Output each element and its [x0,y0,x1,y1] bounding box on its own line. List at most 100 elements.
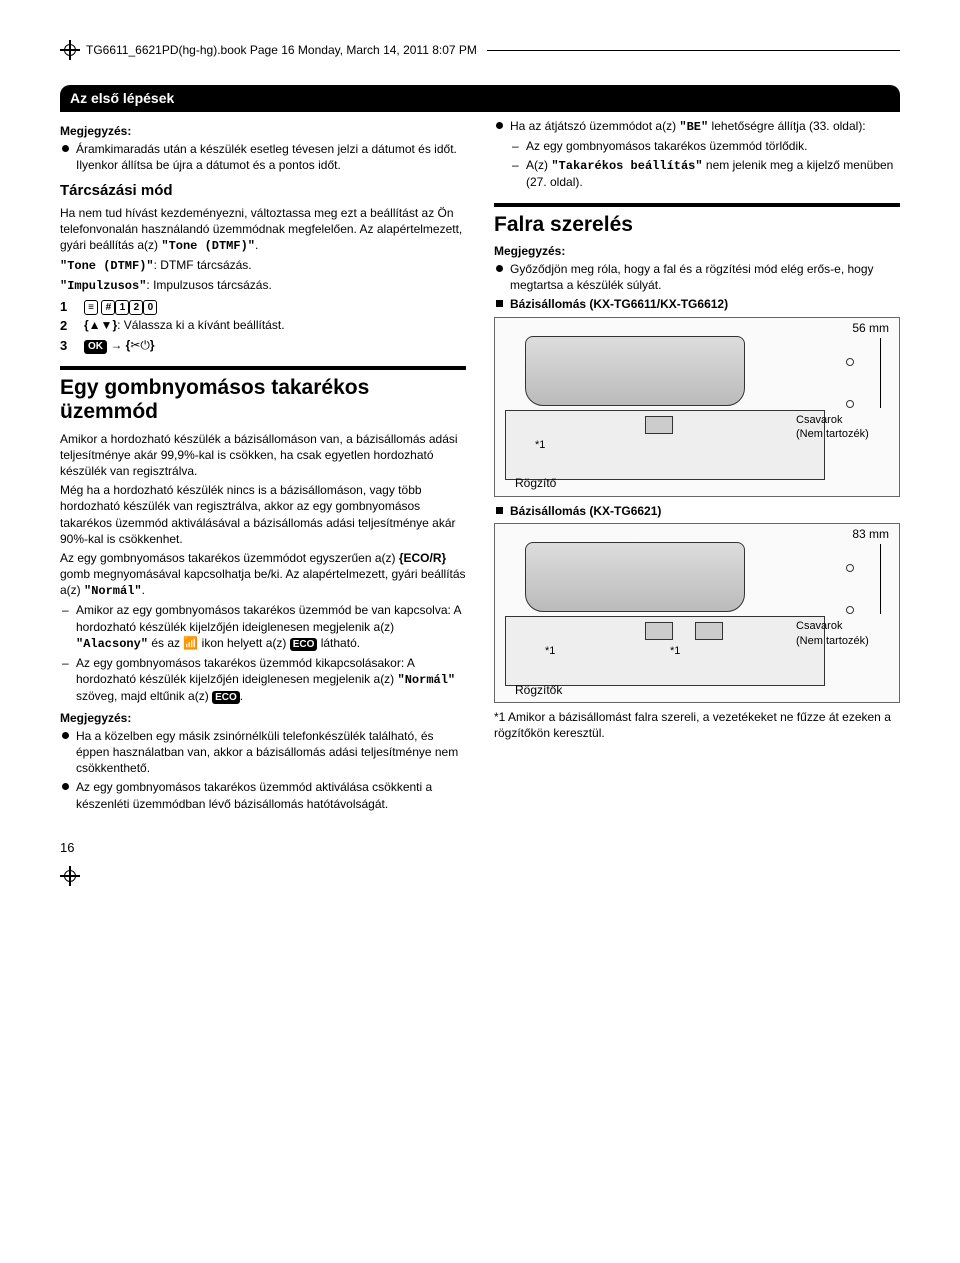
wall-mount-heading: Falra szerelés [494,213,900,237]
register-mark-bottom [60,866,80,886]
hash-key: # [101,300,115,315]
step-num: 2 [60,317,74,335]
note-item: Áramkimaradás után a készülék esetleg té… [60,141,466,173]
right-column: Ha az átjátszó üzemmódot a(z) "BE" lehet… [494,118,900,815]
eco-badge2: ECO [212,691,240,704]
csav-text: Csavarok [796,414,842,426]
rd2a: A(z) [526,158,551,172]
diagram-2: 83 mm *1 *1 Rögzítők Csavarok (Nem tarto… [494,523,900,703]
step2-text: : Válassza ki a kívánt beállítást. [117,318,284,332]
step-list: 1 ≡ #120 2 {▲▼}: Válassza ki a kívánt be… [60,298,466,355]
csav-text2: Csavarok [796,620,842,632]
label-rogzito: Rögzítő [515,475,556,491]
takarekos-value: "Takarékos beállítás" [551,159,702,173]
label-csavarok2: Csavarok (Nem tartozék) [796,619,901,649]
nemtart-text2: (Nem tartozék) [796,635,869,647]
label-rogzitok: Rögzítők [515,682,562,698]
step3-content: OK → {✂⏻} [84,337,155,355]
eco-p3: Az egy gombnyomásos takarékos üzemmódot … [60,550,466,600]
ok-key: OK [84,340,107,354]
step-num: 1 [60,298,74,316]
tone-line-text: : DTMF tárcsázás. [154,258,252,272]
d2b: szöveg, majd eltűnik a(z) [76,689,212,703]
nemtart-text: (Nem tartozék) [796,428,869,440]
key-0: 0 [143,300,157,315]
footnote-text: *1 Amikor a bázisállomást falra szereli,… [494,709,900,741]
step1-keys: ≡ #120 [84,298,157,316]
dial-mode-para: Ha nem tud hívást kezdeményezni, változt… [60,205,466,255]
tone-line: "Tone (DTMF)": DTMF tárcsázás. [60,257,466,274]
antenna-icon: 📶 [183,636,198,650]
right-top-bullet: Ha az átjátszó üzemmódot a(z) "BE" lehet… [494,118,900,191]
eco-p2: Még ha a hordozható készülék nincs is a … [60,482,466,547]
right-dash-1: Az egy gombnyomásos takarékos üzemmód tö… [510,138,900,154]
normal-value: "Normál" [84,584,142,598]
base-model-2: Bázisállomás (KX-TG6621) [494,503,900,519]
dial-mode-heading: Tárcsázási mód [60,181,466,201]
dial-para-text: Ha nem tud hívást kezdeményezni, változt… [60,206,462,252]
step-num: 3 [60,337,74,355]
base-model-1: Bázisállomás (KX-TG6611/KX-TG6612) [494,296,900,312]
footnote-ref: *1 [545,644,555,659]
base-unit-shape [525,336,745,406]
impulse-value: "Impulzusos" [60,279,146,293]
eco-p3a: Az egy gombnyomásos takarékos üzemmódot … [60,551,399,565]
section-title-bar: Az első lépések [60,85,900,112]
menu-key: ≡ [84,300,98,315]
note2-b2: Az egy gombnyomásos takarékos üzemmód ak… [60,779,466,811]
screw-icon [846,564,854,572]
diagram-1: 56 mm *1 Rögzítő Csavarok (Nem tartozék) [494,317,900,497]
eco-p1: Amikor a hordozható készülék a bázisállo… [60,431,466,480]
left-column: Megjegyzés: Áramkimaradás után a készülé… [60,118,466,815]
eco-badge: ECO [290,638,318,651]
eco-r-key: ECO/R [404,551,442,565]
dim-56mm: 56 mm [852,320,889,336]
wall-bullet: Győződjön meg róla, hogy a fal és a rögz… [494,261,900,293]
impulse-line-text: : Impulzusos tárcsázás. [146,278,271,292]
tone-dtmf-value: "Tone (DTMF)" [161,239,255,253]
d1a: Amikor az egy gombnyomásos takarékos üze… [76,603,461,633]
note-label: Megjegyzés: [60,123,466,139]
page-number: 16 [60,839,900,857]
be-value: "BE" [679,120,708,134]
connector-slot [645,622,673,640]
screw-icon [846,400,854,408]
label-csavarok: Csavarok (Nem tartozék) [796,413,901,443]
rtb-post: lehetőségre állítja (33. oldal): [708,119,865,133]
wall-note-label: Megjegyzés: [494,243,900,259]
doc-path: TG6611_6621PD(hg-hg).book Page 16 Monday… [86,42,477,58]
footnote-ref: *1 [535,438,545,453]
impulse-line: "Impulzusos": Impulzusos tárcsázás. [60,277,466,294]
screw-icon [846,606,854,614]
d1b: és az [148,636,183,650]
print-header: TG6611_6621PD(hg-hg).book Page 16 Monday… [60,40,900,60]
right-dash-2: A(z) "Takarékos beállítás" nem jelenik m… [510,157,900,190]
divider [60,366,466,370]
eco-heading: Egy gombnyomásos takarékos üzemmód [60,376,466,424]
d2a: Az egy gombnyomásos takarékos üzemmód ki… [76,656,414,686]
dim-arrow [880,338,881,408]
connector-slot [645,416,673,434]
note2-b1: Ha a közelben egy másik zsinórnélküli te… [60,728,466,777]
d1d: látható. [317,636,360,650]
key-2: 2 [129,300,143,315]
connector-slot2 [695,622,723,640]
base-unit-shape [525,542,745,612]
footnote-ref: *1 [670,644,680,659]
eco-dash-2: Az egy gombnyomásos takarékos üzemmód ki… [60,655,466,705]
rtb-pre: Ha az átjátszó üzemmódot a(z) [510,119,679,133]
divider-right [494,203,900,207]
screw-icon [846,358,854,366]
tone-dtmf-value2: "Tone (DTMF)" [60,259,154,273]
dim-83mm: 83 mm [852,526,889,542]
dim-arrow [880,544,881,614]
register-mark-left [60,40,80,60]
note-label-2: Megjegyzés: [60,710,466,726]
key-1: 1 [115,300,129,315]
header-divider [487,50,900,51]
alacsony-value: "Alacsony" [76,637,148,651]
normal-value2: "Normál" [398,673,456,687]
eco-dash-1: Amikor az egy gombnyomásos takarékos üze… [60,602,466,652]
d1c: ikon helyett a(z) [198,636,289,650]
step2-content: {▲▼}: Válassza ki a kívánt beállítást. [84,317,285,335]
